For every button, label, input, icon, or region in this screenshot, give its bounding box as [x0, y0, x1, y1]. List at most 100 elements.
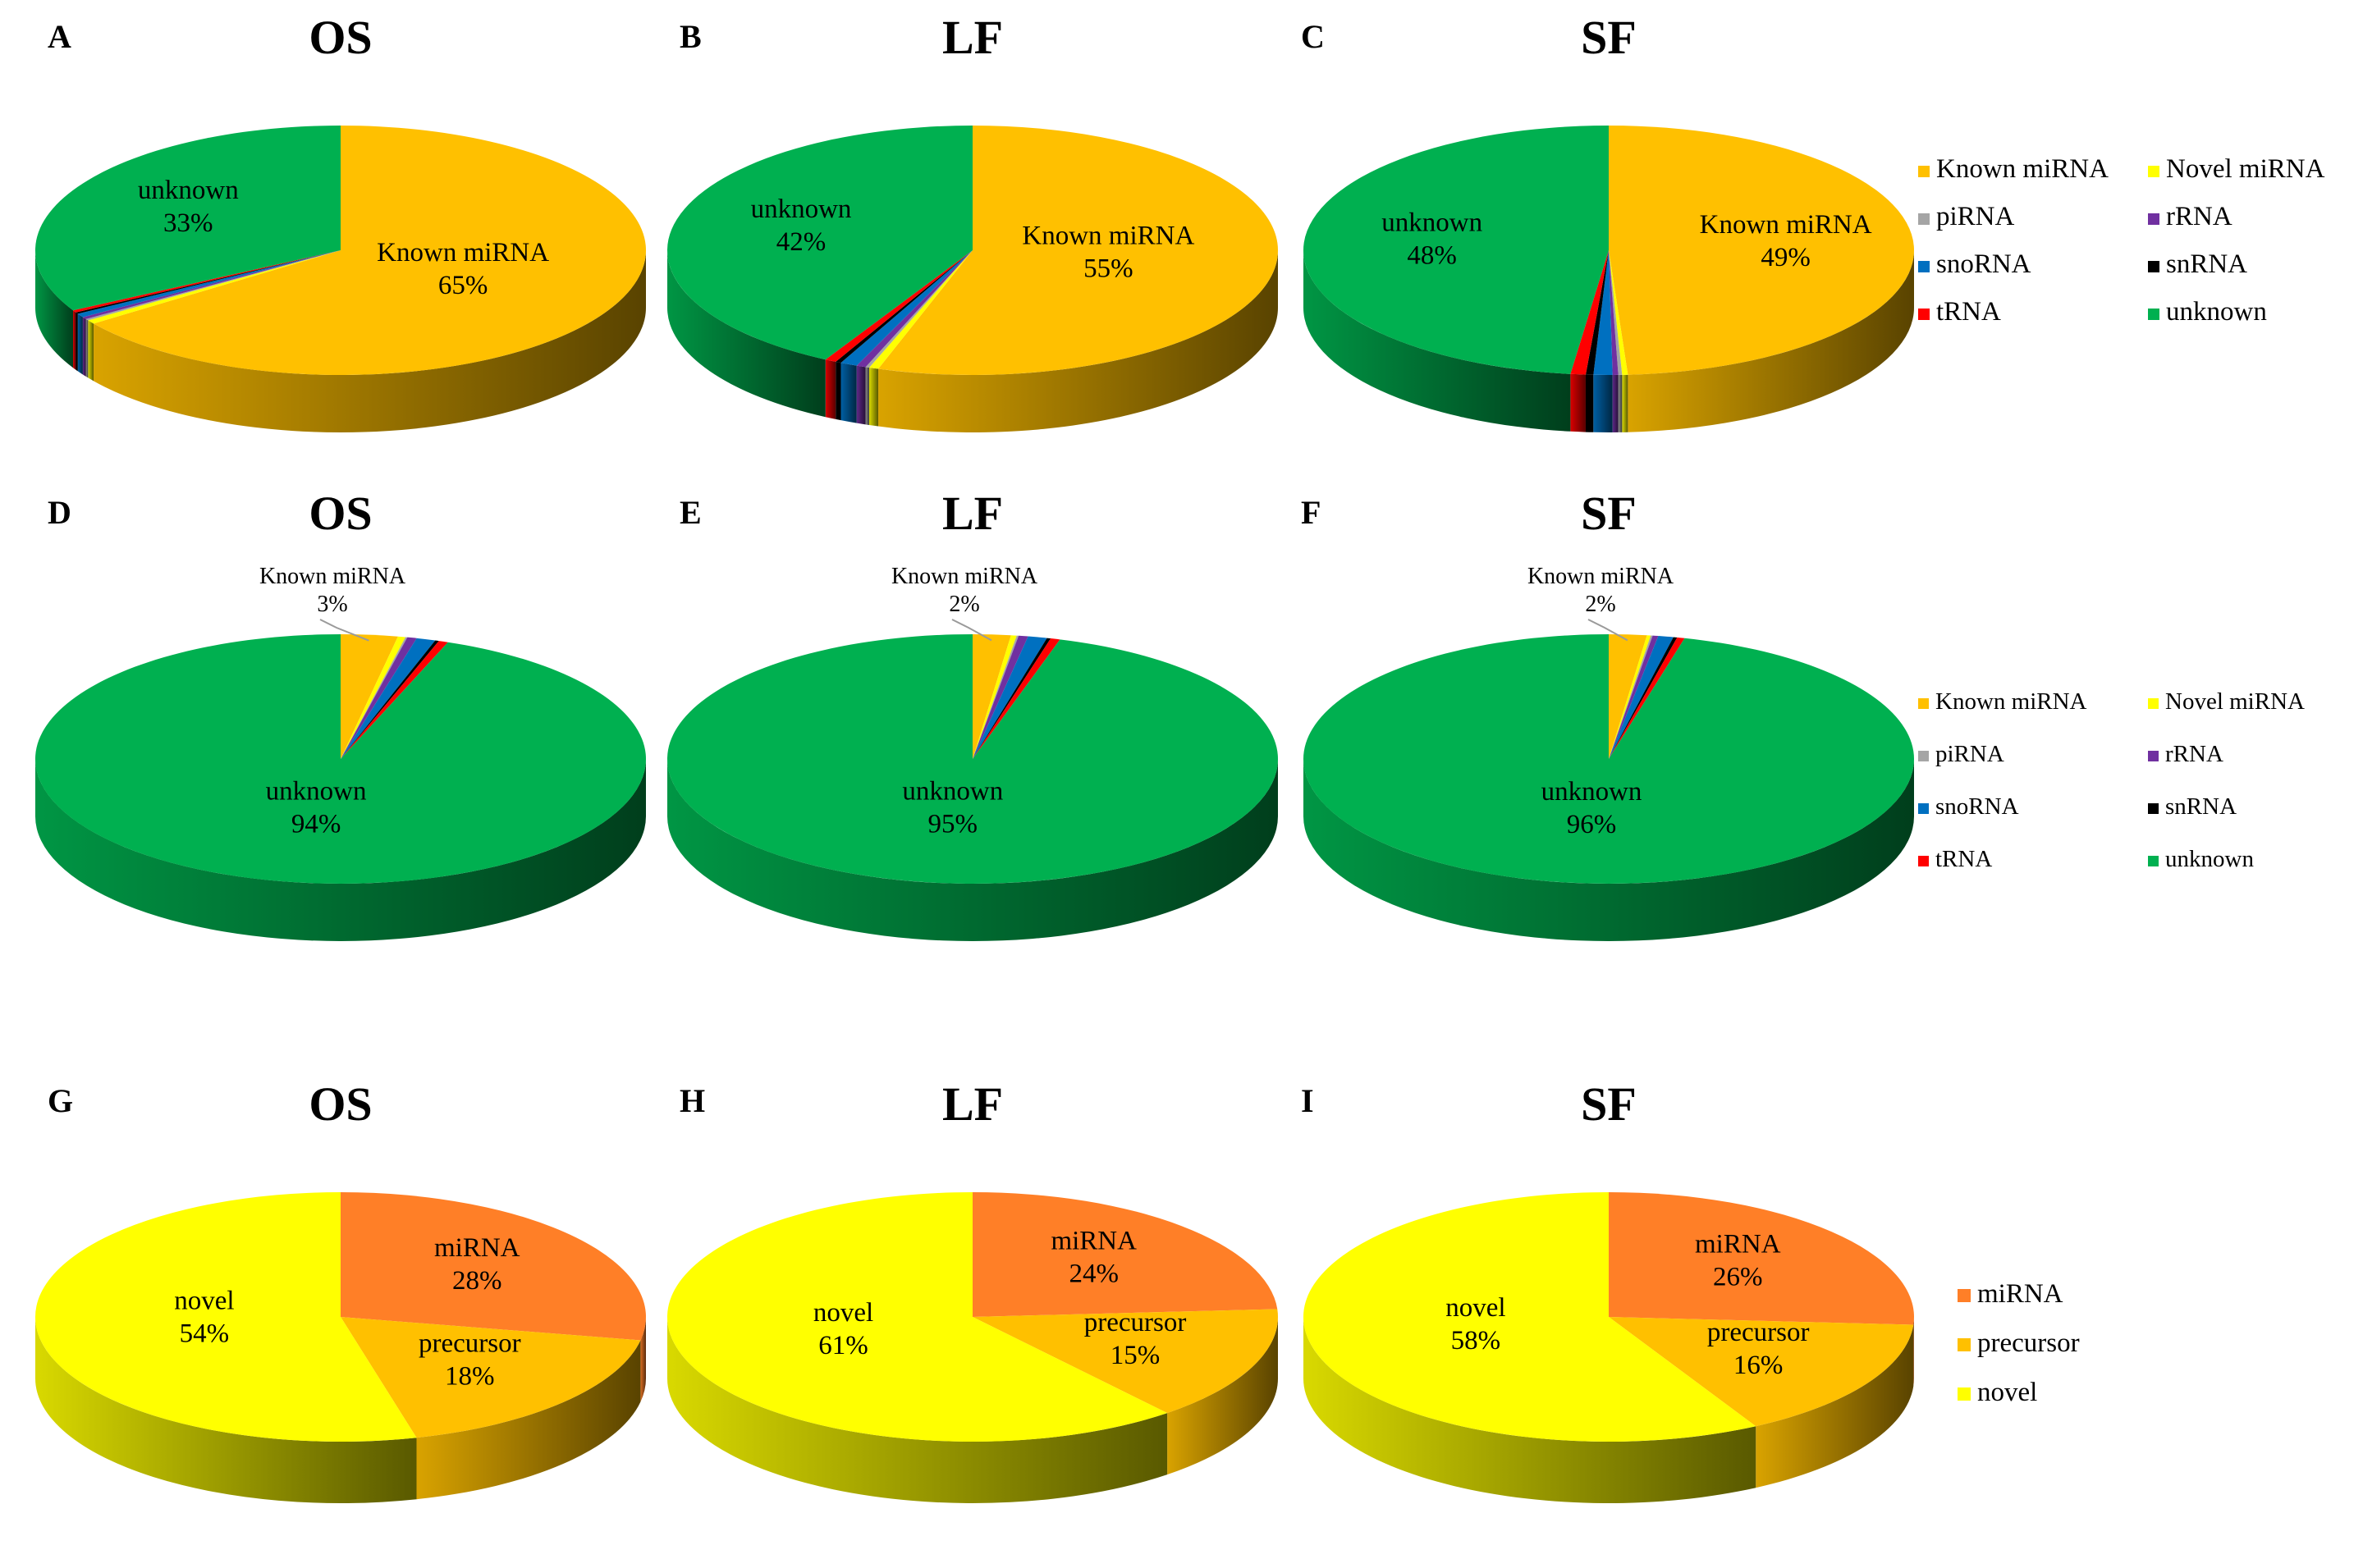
pie-slice-precursor: [1609, 1317, 1914, 1427]
pie-side-rrna: [1612, 374, 1619, 432]
slice-label: Known miRNA: [377, 238, 549, 267]
pie-slice-trna: [73, 250, 341, 313]
legend-swatch-known-mirna: [1918, 166, 1930, 177]
legend-label-trna: tRNA: [1936, 297, 2001, 327]
pie-slice-rrna: [856, 250, 973, 368]
pie-slice-snrna: [76, 250, 341, 314]
pie-side-known-mirna: [1628, 250, 1914, 432]
legend-swatch-known-mirna: [1918, 698, 1929, 709]
legend-label-snrna: snRNA: [2165, 793, 2237, 820]
chart-title-i: SF: [1581, 1077, 1637, 1131]
pie-slice-mirna: [973, 1192, 1278, 1317]
slice-percent: 55%: [1083, 254, 1133, 284]
legend-swatch-rrna: [2148, 751, 2159, 761]
pie-side-novel-mirna: [88, 320, 94, 382]
legend-swatch-snrna: [2148, 261, 2159, 272]
slice-percent: 18%: [445, 1361, 495, 1391]
pie-side-unknown: [1303, 759, 1914, 941]
legend-label-rrna: rRNA: [2166, 202, 2232, 231]
pie-chart-a: A OS Known miRNA 65% unknown 33%: [34, 11, 647, 432]
pie-slice-known-mirna: [94, 126, 647, 376]
pie-side-unknown: [667, 250, 826, 418]
pie-slice-mirna: [341, 1192, 646, 1341]
legend-label-snrna: snRNA: [2166, 249, 2247, 279]
pie-slice-snrna: [1585, 250, 1609, 375]
legend-swatch-snorna: [1918, 803, 1929, 814]
pie-side-precursor: [416, 1340, 641, 1500]
pie-side-precursor: [1167, 1317, 1278, 1475]
pie-slice-snorna: [1609, 636, 1674, 759]
slice-percent: 3%: [317, 592, 347, 617]
pie-slice-snorna: [1593, 250, 1613, 375]
legend-swatch-pirna: [1918, 751, 1929, 761]
pie-slice-trna: [341, 641, 448, 759]
pie-side-pirna: [865, 367, 869, 426]
slice-percent: 95%: [928, 810, 978, 839]
legend-swatch-precursor: [1958, 1338, 1971, 1351]
pie-slice-snrna: [1609, 637, 1678, 759]
slice-label: novel: [1445, 1293, 1505, 1323]
pie-slice-pirna: [1609, 250, 1623, 375]
legend-label-trna: tRNA: [1935, 846, 1992, 872]
legend-swatch-snorna: [1918, 261, 1930, 272]
slice-label: unknown: [1381, 208, 1482, 237]
pie-side-precursor: [1756, 1324, 1914, 1488]
pie-slice-pirna: [341, 637, 408, 759]
slice-percent: 28%: [452, 1266, 502, 1296]
slice-percent: 15%: [1111, 1341, 1161, 1370]
pie-slice-novel: [1303, 1192, 1756, 1442]
legend-label-pirna: piRNA: [1936, 202, 2015, 231]
legend-label-precursor: precursor: [1977, 1328, 2080, 1358]
pie-side-novel-mirna: [1622, 374, 1628, 432]
pie-slice-trna: [973, 638, 1060, 759]
legend-swatch-snrna: [2148, 803, 2159, 814]
legend-label-novel-mirna: Novel miRNA: [2166, 154, 2325, 184]
legend-swatch-unknown: [2148, 856, 2159, 866]
pie-chart-f: F SF Known miRNA 2% unknown 96%: [1301, 487, 1915, 941]
pie-slice-novel-mirna: [868, 250, 973, 369]
pie-side-snrna: [1585, 374, 1594, 432]
pie-slice-novel: [34, 1192, 417, 1442]
pie-slice-snorna: [973, 636, 1047, 759]
pie-side-unknown: [35, 759, 646, 941]
pie-slice-unknown: [34, 126, 341, 311]
pie-slice-novel-mirna: [341, 636, 406, 759]
pie-side-snorna: [840, 363, 857, 423]
legend-swatch-novel-mirna: [2148, 698, 2159, 709]
pie-side-unknown: [35, 250, 74, 368]
slice-percent: 96%: [1567, 810, 1617, 839]
slice-percent: 54%: [180, 1319, 230, 1349]
pie-slice-snrna: [836, 250, 973, 363]
callout-leader: [1587, 619, 1628, 642]
slice-percent: 94%: [291, 809, 341, 839]
pie-slice-unknown: [1303, 126, 1609, 374]
panel-label-g: G: [48, 1082, 73, 1119]
pie-slice-novel: [667, 1192, 1168, 1442]
pie-side-snrna: [836, 361, 841, 421]
slice-percent: 24%: [1069, 1259, 1119, 1289]
pie-side-known-mirna: [878, 250, 1278, 433]
pie-side-pirna: [85, 318, 89, 378]
pie-slice-rrna: [1609, 250, 1619, 375]
pie-slice-snrna: [341, 640, 439, 759]
slice-percent: 58%: [1451, 1326, 1501, 1355]
slice-label: Known miRNA: [891, 564, 1038, 589]
pie-slice-pirna: [85, 250, 341, 321]
pie-slice-trna: [825, 250, 973, 362]
slice-label: precursor: [1084, 1308, 1187, 1337]
panel-label-c: C: [1301, 18, 1325, 55]
chart-title-b: LF: [942, 11, 1003, 64]
pie-slice-unknown: [35, 634, 647, 884]
legend-swatch-unknown: [2148, 309, 2159, 320]
pie-side-rrna: [856, 365, 866, 425]
pie-side-novel: [667, 1317, 1168, 1503]
pie-slice-rrna: [973, 635, 1028, 759]
pie-slice-snorna: [840, 250, 973, 366]
slice-percent: 49%: [1761, 243, 1811, 272]
pie-slice-unknown: [1303, 634, 1915, 884]
panel-label-d: D: [48, 494, 71, 531]
slice-label: Known miRNA: [1022, 222, 1194, 251]
pie-slice-novel-mirna: [88, 250, 341, 324]
